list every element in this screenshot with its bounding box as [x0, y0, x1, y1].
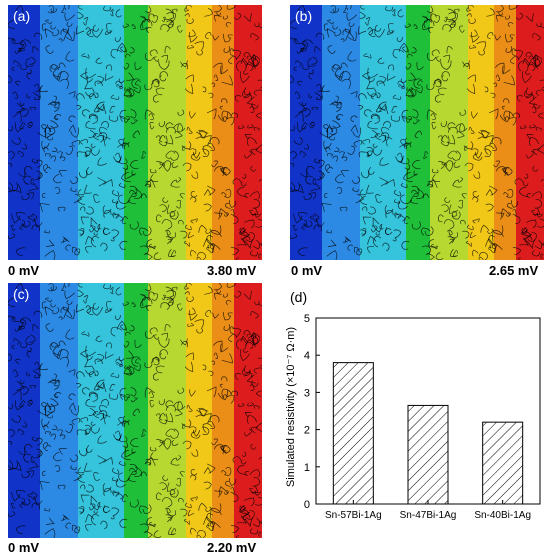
- bar-sn-57bi-1ag: [332, 362, 374, 505]
- y-tick-label: 4: [304, 350, 310, 362]
- bar-sn-47bi-1ag: [407, 404, 449, 505]
- y-tick-label: 3: [304, 387, 310, 399]
- panel-label-b: (b): [295, 8, 313, 24]
- x-tick-label: Sn-40Bi-1Ag: [474, 510, 531, 521]
- y-tick-label: 1: [304, 462, 310, 474]
- potential-map-b-image: [290, 5, 544, 260]
- y-tick-label: 5: [304, 313, 310, 325]
- potential-map-c: (c): [8, 283, 262, 538]
- bar-sn-40bi-1ag: [482, 421, 524, 505]
- x-tick-labels: Sn-57Bi-1Ag Sn-47Bi-1Ag Sn-40Bi-1Ag: [325, 510, 531, 521]
- panel-label-d: (d): [290, 289, 307, 305]
- map-c-max-label: 2.20 mV: [207, 540, 257, 555]
- y-tick-label: 0: [304, 499, 310, 511]
- resistivity-bar-chart: (d) 0 1 2 3 4 5 Sn-57Bi-1Ag Sn-47Bi-1Ag Sn-40Bi…: [285, 289, 541, 521]
- potential-map-b: (b): [290, 5, 544, 260]
- map-c-min-label: 0 mV: [8, 540, 40, 555]
- y-tick-labels: 0 1 2 3 4 5: [304, 313, 310, 511]
- y-axis-label: Simulated resistivity (×10⁻⁷ Ω·m): [285, 327, 297, 487]
- potential-map-c-image: [8, 283, 262, 538]
- y-tick-label: 2: [304, 425, 310, 437]
- panel-label-c: (c): [13, 286, 30, 302]
- x-tick-label: Sn-47Bi-1Ag: [400, 510, 457, 521]
- map-a-max-label: 3.80 mV: [207, 263, 257, 278]
- potential-map-a: (a): [8, 5, 262, 260]
- potential-map-a-image: [8, 5, 262, 260]
- panel-label-a: (a): [13, 8, 31, 24]
- bars: [332, 362, 524, 505]
- x-tick-label: Sn-57Bi-1Ag: [325, 510, 382, 521]
- map-b-max-label: 2.65 mV: [489, 263, 539, 278]
- map-b-min-label: 0 mV: [291, 263, 323, 278]
- map-a-min-label: 0 mV: [8, 263, 40, 278]
